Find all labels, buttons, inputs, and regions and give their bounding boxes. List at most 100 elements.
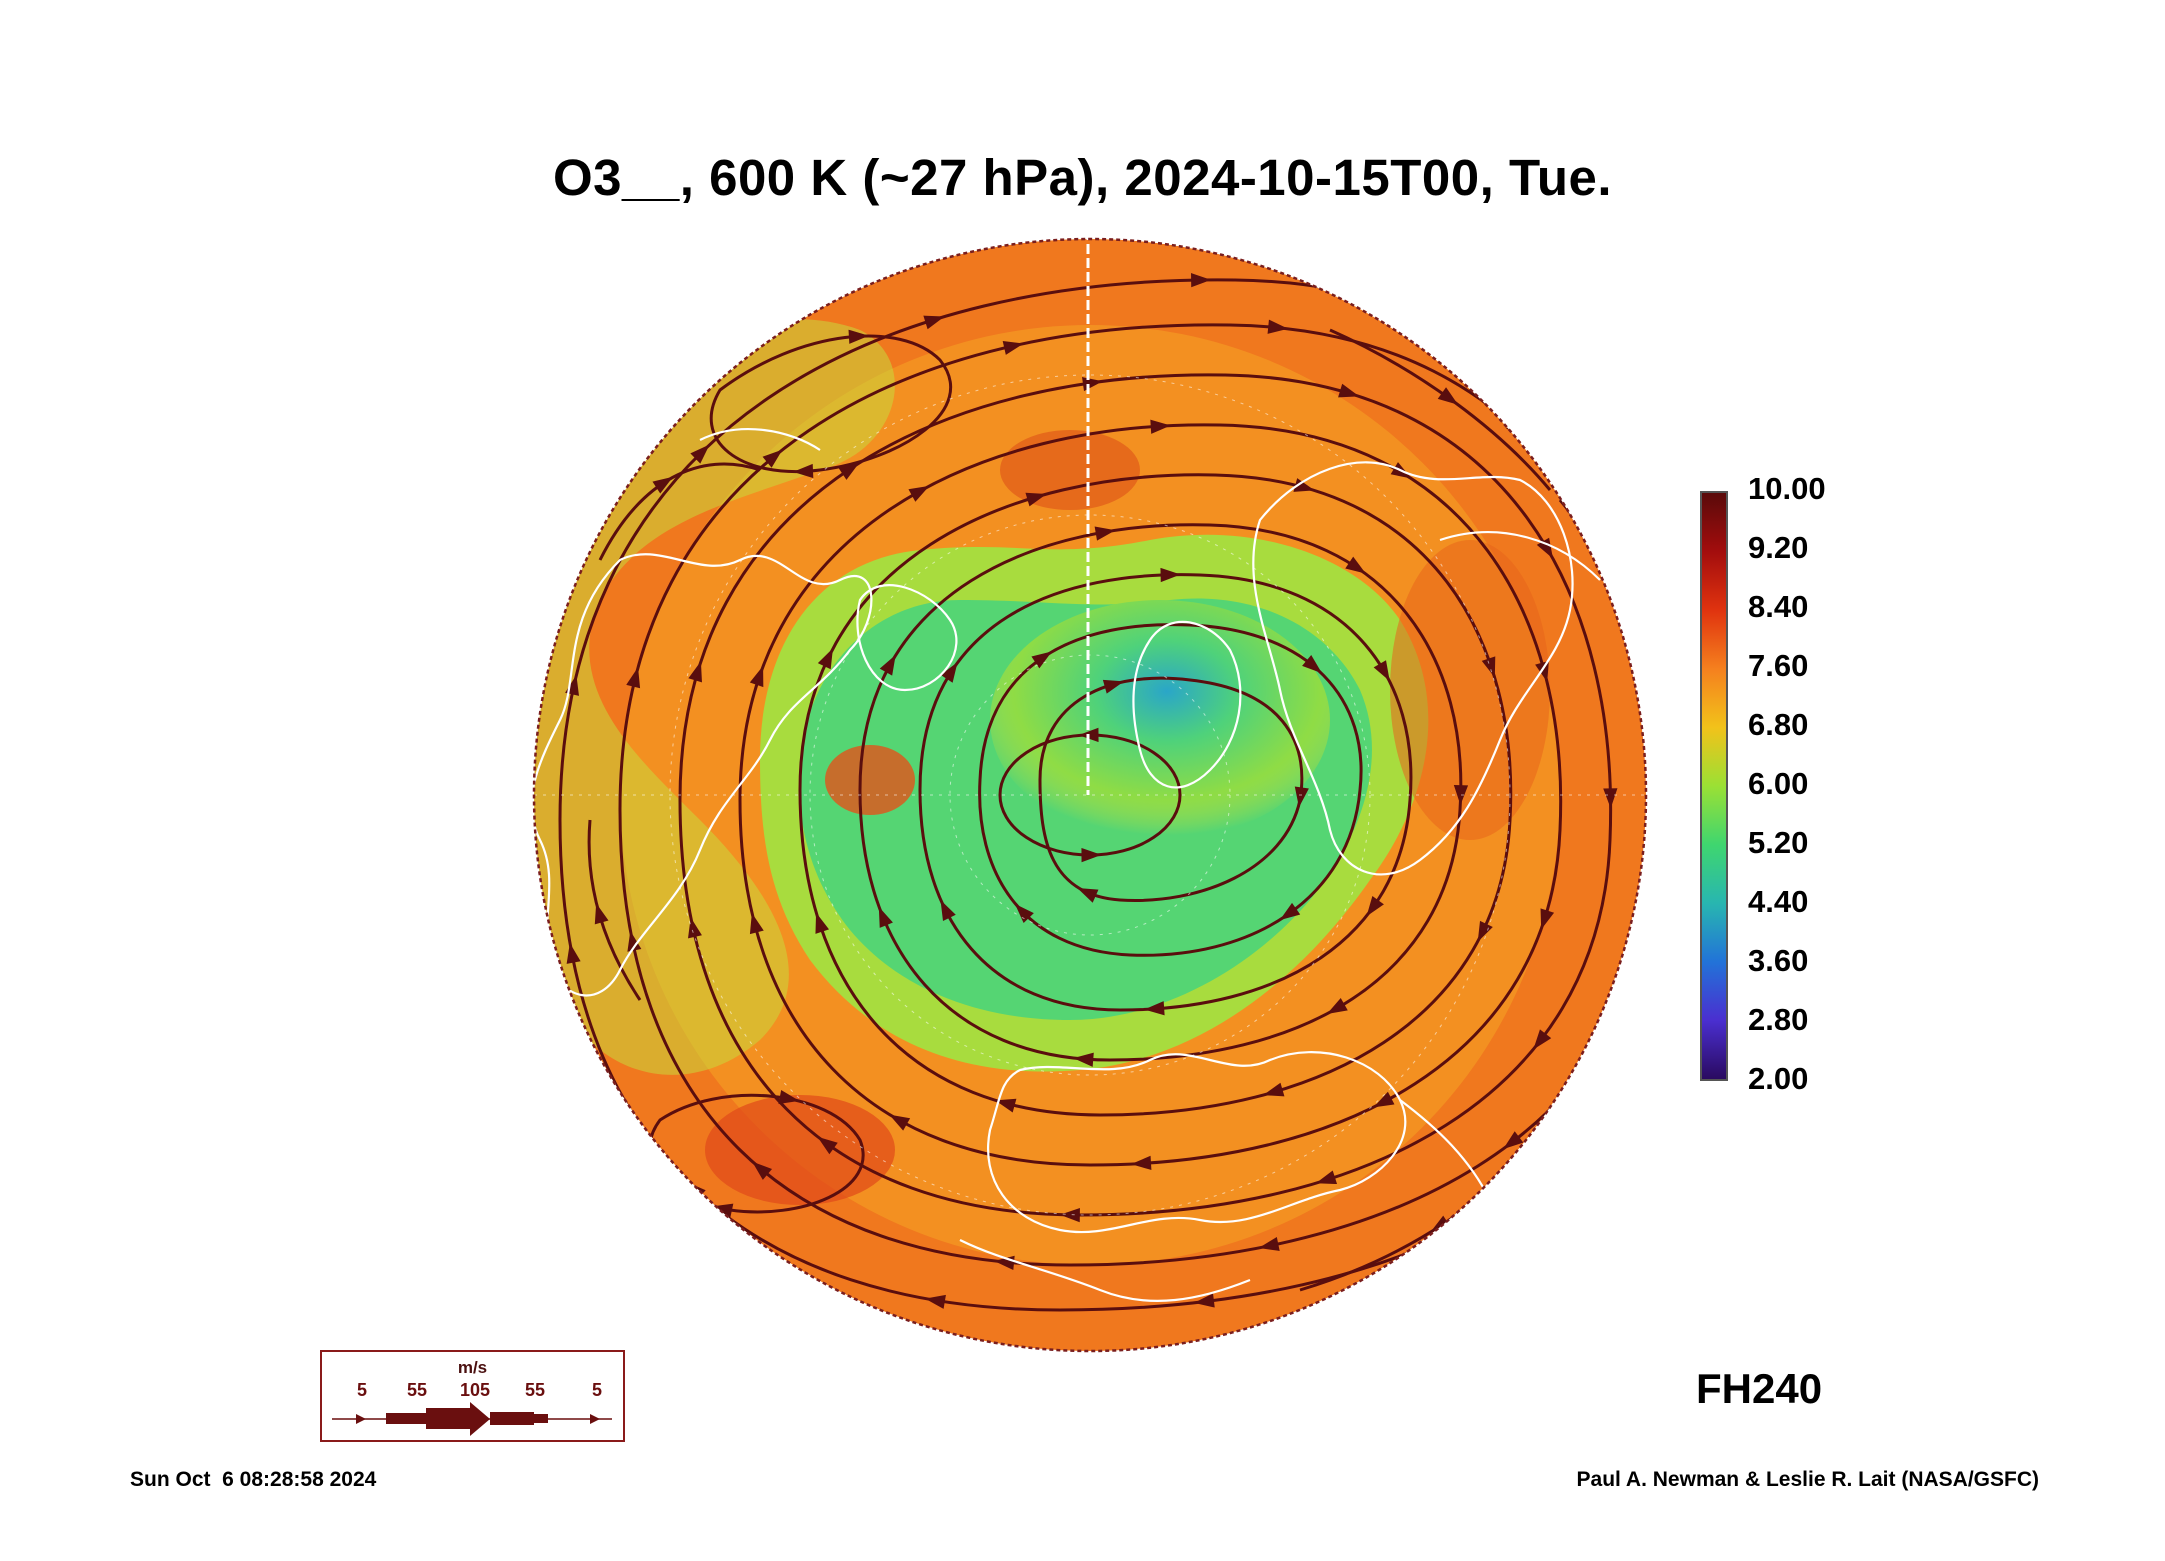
streamline-arrow — [752, 1161, 773, 1180]
streamline-arrow — [688, 661, 702, 683]
colorbar-tick-label: 8.40 — [1748, 589, 1809, 624]
streamline-arrow — [1366, 896, 1384, 917]
plot-title: O3__, 600 K (~27 hPa), 2024-10-15T00, Tu… — [552, 149, 1613, 206]
streamline-arrow — [1345, 556, 1366, 574]
colorbar-tick-label: 6.00 — [1748, 766, 1809, 801]
streamline-arrow — [1094, 526, 1116, 541]
streamline-arrow — [878, 906, 893, 928]
streamline-arrow — [848, 329, 869, 344]
streamline-arrow — [908, 485, 930, 502]
streamline-arrow — [690, 444, 710, 464]
streamline-arrow — [749, 665, 764, 688]
wind-key-value: 5 — [356, 1380, 368, 1400]
streamline-arrow — [815, 912, 830, 934]
streamline-arrow — [1267, 319, 1289, 334]
streamline-arrow — [1002, 340, 1024, 355]
streamline-arrow — [626, 667, 641, 689]
wind-key-value: 55 — [406, 1380, 428, 1400]
streamline-arrow — [879, 654, 896, 676]
streamline-arrow — [1373, 660, 1390, 682]
colorbar-tick-label: 3.60 — [1748, 943, 1809, 978]
streamline-arrow — [1540, 908, 1555, 930]
streamline-arrow — [749, 913, 764, 935]
streamline-arrow — [1073, 1052, 1094, 1067]
streamline-arrow — [889, 1114, 911, 1131]
streamline-arrow — [1025, 492, 1047, 507]
streamline-arrow — [627, 930, 642, 952]
streamline-arrow — [1102, 679, 1125, 694]
streamline-arrow — [1194, 1293, 1215, 1308]
lat-lon-grid — [534, 374, 1646, 1216]
streamline-arrow — [838, 462, 860, 480]
streamline-arrow — [1477, 920, 1493, 942]
streamline-arrow — [1437, 387, 1459, 405]
streamline-arrow — [1533, 1029, 1552, 1050]
colorbar-tick-label: 5.20 — [1748, 825, 1809, 860]
streamline-arrow — [1031, 651, 1053, 669]
streamline-arrow — [1081, 847, 1102, 863]
colorbar-tick-label: 9.20 — [1748, 530, 1809, 565]
colorbar-tick-label: 6.80 — [1748, 707, 1809, 742]
streamline-arrow — [1302, 654, 1322, 674]
streamline-arrow — [1634, 512, 1646, 535]
colorbar-tick-label: 2.80 — [1748, 1002, 1809, 1037]
wind-speed-key: m/s 5 55 105 55 5 — [320, 1350, 625, 1442]
streamline-arrow — [565, 674, 579, 696]
streamline-arrow — [1315, 1170, 1338, 1185]
streamline-arrow — [1338, 383, 1360, 398]
streamline-arrow — [1615, 592, 1631, 614]
wind-key-value: 105 — [459, 1380, 491, 1400]
streamline-arrow — [1131, 1155, 1152, 1171]
streamline-arrow — [1650, 1039, 1665, 1056]
streamline-arrow — [940, 900, 956, 922]
streamline-arrow — [1279, 902, 1301, 921]
ozone-high-north — [1000, 430, 1140, 510]
streamline-arrow — [778, 1090, 800, 1105]
streamline-arrow — [1373, 1091, 1395, 1108]
streamline-arrow — [1258, 1237, 1280, 1251]
streamline-arrow — [925, 1294, 946, 1309]
streamline-arrow — [1160, 567, 1181, 583]
ozone-vortex-core — [990, 600, 1330, 840]
streamline-arrow — [1603, 788, 1618, 809]
ozone-field — [534, 239, 1665, 1351]
streamline-arrow — [1059, 1207, 1080, 1223]
streamline-arrow — [817, 1136, 838, 1155]
streamline-arrow — [1014, 903, 1034, 924]
colorbar — [1700, 491, 1728, 1081]
streamline-arrow — [923, 315, 945, 330]
timestamp: Sun Oct 6 08:28:58 2024 — [130, 1468, 377, 1491]
streamline-arrow — [1453, 1218, 1475, 1234]
streamline-arrow — [817, 648, 833, 670]
wind-key-value: 5 — [591, 1380, 603, 1400]
streamline-arrow — [1191, 273, 1212, 288]
streamline-arrow — [1634, 648, 1646, 670]
ozone-filament-west — [534, 319, 895, 1075]
streamline-arrow — [566, 942, 581, 964]
colorbar-tick-label: 7.60 — [1748, 648, 1809, 683]
colorbar-tick-label: 4.40 — [1748, 884, 1809, 919]
colorbar-tick-label: 10.00 — [1748, 471, 1826, 506]
streamline-arrow — [1645, 915, 1658, 931]
streamline-arrow — [1077, 888, 1099, 903]
streamline-arrow — [1144, 1001, 1165, 1016]
streamline-arrow — [940, 662, 958, 683]
streamline-arrow — [1450, 321, 1472, 337]
streamline-arrow — [793, 463, 814, 479]
streamline-arrow — [1503, 1131, 1524, 1150]
streamline-arrow — [688, 917, 702, 939]
wind-key-value: 55 — [524, 1380, 546, 1400]
streamline-arrow — [1294, 786, 1309, 808]
ozone-high-anticyclone — [705, 1095, 895, 1205]
credit-line: Paul A. Newman & Leslie R. Lait (NASA/GS… — [1576, 1468, 2039, 1491]
colorbar-tick-label: 2.00 — [1748, 1061, 1809, 1096]
wind-key-unit: m/s — [457, 1358, 488, 1377]
streamline-arrow — [652, 476, 674, 494]
streamline-arrow — [1078, 727, 1099, 743]
streamline-arrow — [995, 1098, 1017, 1113]
streamline-arrow — [1150, 419, 1171, 434]
streamline-arrow — [1326, 997, 1348, 1015]
ozone-high-patch — [825, 745, 915, 815]
